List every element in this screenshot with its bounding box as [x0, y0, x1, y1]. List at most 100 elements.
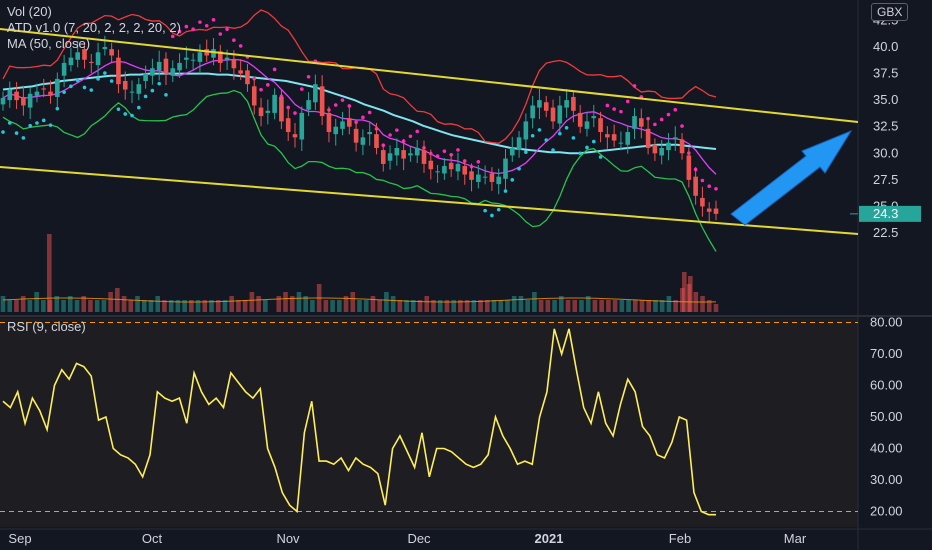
sar-dot — [524, 150, 528, 155]
sar-dot — [28, 123, 32, 128]
volume-bar — [545, 300, 551, 312]
candle-body — [251, 86, 257, 106]
time-tick-label: Oct — [142, 531, 163, 546]
volume-bar — [599, 300, 604, 312]
sar-dot — [21, 136, 26, 140]
volume-bar — [444, 300, 450, 312]
volume-ma-line — [2, 297, 717, 303]
candle-body — [360, 137, 366, 145]
last-price-label: 24.3 — [873, 206, 898, 221]
volume-bar — [538, 300, 544, 312]
currency-button[interactable]: GBX — [871, 3, 909, 21]
volume-bar — [505, 300, 510, 312]
candle-body — [184, 57, 189, 60]
sar-dot — [442, 149, 447, 153]
sar-dot — [361, 115, 365, 120]
trend-channel — [0, 28, 859, 235]
rsi-tick-label: 30.00 — [870, 472, 903, 487]
candle-body — [353, 128, 359, 143]
sar-dot — [143, 94, 148, 99]
sar-dot — [1, 130, 5, 134]
volume-bar — [357, 300, 362, 312]
time-tick-label: Mar — [784, 531, 807, 546]
sar-dot — [503, 189, 508, 193]
sar-dot — [48, 123, 53, 127]
candle-body — [414, 147, 420, 156]
price-tick-label: 27.5 — [873, 172, 898, 187]
sar-dot — [551, 148, 555, 152]
price-tick-label: 35.0 — [873, 92, 898, 107]
time-tick-label: Feb — [669, 531, 691, 546]
volume-bar — [390, 296, 396, 312]
sar-dot — [714, 186, 718, 191]
volume-bar — [175, 300, 181, 312]
rsi-tick-label: 20.00 — [870, 504, 903, 519]
sar-dot — [388, 133, 392, 137]
candle-body — [639, 118, 644, 127]
volume-bar — [88, 300, 93, 312]
candle-body — [496, 176, 502, 185]
sar-dot — [266, 83, 270, 87]
price-tick-label: 30.0 — [873, 145, 898, 160]
candle-body — [625, 132, 631, 145]
legend-vol[interactable]: Vol (20) — [7, 4, 52, 19]
volume-bar — [67, 296, 73, 312]
volume-bar — [7, 300, 13, 312]
sar-dot — [598, 155, 603, 159]
sar-dot — [571, 136, 576, 140]
sar-dot — [591, 139, 596, 144]
volume-bar — [458, 300, 463, 312]
candle-body — [584, 121, 590, 129]
candle-body — [7, 89, 13, 101]
volume-bar — [195, 300, 201, 312]
volume-bar — [491, 300, 497, 312]
volume-bar — [74, 300, 80, 312]
volume-bar — [666, 296, 672, 312]
legend-ma[interactable]: MA (50, close) — [7, 36, 91, 51]
candle-body — [591, 116, 597, 119]
candle-body — [258, 107, 264, 117]
legend-rsi[interactable]: RSI (9, close) — [7, 319, 86, 334]
candle-body — [313, 84, 318, 103]
candle-body — [116, 57, 121, 85]
sar-dot — [41, 118, 46, 123]
sar-dot — [340, 98, 345, 102]
sar-dot — [286, 105, 291, 110]
price-tick-label: 22.5 — [873, 225, 898, 240]
last-price-tag — [859, 205, 921, 222]
sar-dot — [666, 112, 671, 117]
sar-dot — [198, 20, 202, 24]
time-axis: Sep Oct Nov Dec 2021 Feb Mar — [8, 531, 806, 546]
volume-bar — [653, 300, 658, 312]
volume-bar — [659, 300, 665, 312]
legend-atd[interactable]: ATD v1.0 (7, 20, 2, 2, 2, 20, 2) — [7, 20, 181, 35]
sar-dot — [680, 124, 684, 128]
candle-body — [476, 174, 481, 182]
volume-spike-bar — [688, 276, 693, 312]
volume-bar — [61, 300, 66, 312]
candle-body — [557, 105, 563, 124]
sar-dot — [177, 29, 182, 34]
volume-bar — [511, 296, 517, 312]
volume-bar — [283, 292, 288, 312]
main-legend: Vol (20) ATD v1.0 (7, 20, 2, 2, 2, 20, 2… — [7, 4, 181, 52]
sar-dot — [517, 166, 521, 171]
volume-bar — [579, 300, 584, 312]
volume-bar — [242, 300, 248, 312]
atd-indicator — [1, 9, 718, 252]
volume-bar — [135, 296, 140, 312]
volume-bar — [115, 288, 120, 312]
candle-body — [618, 142, 624, 144]
volume-bar — [330, 300, 335, 312]
candle-body — [706, 208, 712, 212]
volume-bar — [222, 300, 228, 312]
sar-dot — [69, 84, 73, 89]
candle-body — [211, 49, 216, 58]
rsi-tick-label: 70.00 — [870, 346, 903, 361]
volume-bar — [411, 300, 416, 312]
volume-bar — [404, 300, 409, 312]
sar-dot — [157, 81, 161, 86]
volume-bar — [619, 300, 625, 312]
candle-body — [21, 96, 26, 106]
volume-bar — [323, 300, 329, 312]
